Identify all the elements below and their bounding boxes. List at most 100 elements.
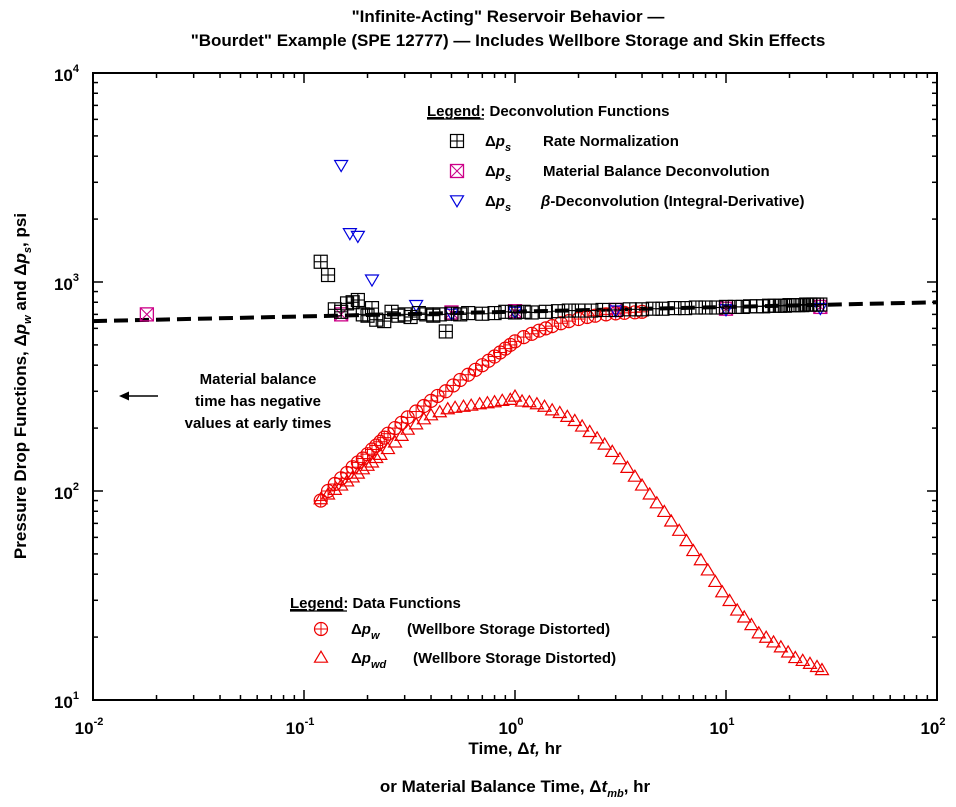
- data-point: [364, 274, 380, 288]
- data-point: [403, 309, 418, 325]
- data-point: [685, 543, 701, 557]
- data-point: [463, 397, 479, 411]
- data-point: [416, 398, 431, 414]
- data-point: [333, 159, 349, 173]
- axis-ticks: [92, 73, 937, 701]
- data-point: [700, 562, 716, 576]
- legend-marker-circle-plus: [313, 621, 329, 637]
- data-point: [377, 430, 392, 445]
- data-point: [411, 305, 426, 321]
- data-point: [634, 477, 650, 491]
- data-point: [729, 602, 745, 616]
- legend-data-heading: Legend: Data Functions: [290, 595, 461, 612]
- data-point: [461, 367, 476, 382]
- legend-deconvolution: Legend: Deconvolution Functions Δps Rate …: [427, 103, 805, 214]
- annotation-material-balance: Material balance time has negative value…: [119, 371, 331, 432]
- data-point: [339, 473, 355, 487]
- data-point: [567, 413, 583, 427]
- data-point: [574, 418, 590, 432]
- data-point: [502, 392, 518, 405]
- x-tick-label: 10-1: [286, 716, 315, 738]
- data-point: [678, 301, 693, 316]
- data-point: [608, 302, 623, 318]
- data-point: [709, 300, 724, 315]
- data-point: [604, 444, 620, 458]
- annotation-line-2: time has negative: [195, 393, 321, 410]
- data-point: [416, 411, 432, 425]
- data-point: [597, 436, 613, 450]
- legend-data-entry-1: Δpw (Wellbore Storage Distorted): [351, 621, 610, 642]
- chart-title-line-1: "Infinite-Acting" Reservoir Behavior —: [352, 7, 665, 26]
- data-point: [461, 305, 476, 321]
- legend-marker-triangle-up: [313, 649, 329, 663]
- axis-tick-labels: 10-2 10-1 100 101 102 101 102 103 104: [54, 63, 946, 738]
- data-point: [514, 393, 530, 407]
- data-point: [743, 617, 759, 631]
- data-point: [313, 254, 328, 269]
- data-point: [387, 434, 403, 448]
- data-point: [656, 504, 672, 518]
- data-point: [394, 428, 410, 441]
- data-point: [751, 625, 767, 639]
- data-point: [507, 388, 523, 402]
- data-point: [377, 314, 392, 329]
- data-point: [350, 292, 365, 308]
- data-point: [787, 650, 803, 664]
- data-point: [453, 307, 468, 322]
- data-point: [559, 409, 575, 422]
- data-point: [671, 523, 687, 536]
- data-point: [758, 630, 774, 643]
- data-point: [360, 308, 375, 323]
- data-series: [93, 159, 937, 676]
- data-point: [552, 405, 568, 419]
- data-point: [765, 634, 782, 648]
- data-point: [707, 574, 723, 588]
- chart-title-line-2: "Bourdet" Example (SPE 12777) — Includes…: [191, 31, 826, 50]
- data-point: [780, 644, 796, 658]
- data-point: [342, 228, 358, 241]
- data-point: [589, 430, 605, 444]
- x-tick-label: 100: [498, 716, 523, 738]
- data-point: [339, 465, 355, 481]
- data-point: [432, 307, 447, 322]
- data-point: [544, 402, 560, 416]
- data-point: [642, 486, 658, 500]
- y-tick-label: 103: [54, 272, 79, 294]
- x-tick-label: 101: [709, 716, 734, 738]
- data-point: [524, 326, 539, 341]
- x-axis-label-line-2: or Material Balance Time, Δtmb, hr: [380, 777, 651, 800]
- data-point: [773, 639, 789, 653]
- data-point: [693, 552, 709, 566]
- legend-marker-boxed-plus: [449, 133, 465, 149]
- data-point: [627, 468, 643, 482]
- legend-deconv-entry-3: Δps β-Deconvolution (Integral-Derivative): [485, 193, 805, 214]
- data-point: [447, 400, 463, 413]
- data-point: [516, 304, 531, 319]
- data-point: [139, 307, 155, 322]
- data-point: [678, 533, 695, 547]
- series-0: [313, 254, 828, 339]
- legend-deconv-entry-2: Δps Material Balance Deconvolution: [485, 163, 770, 184]
- series-4: [313, 388, 830, 676]
- annotation-line-3: values at early times: [185, 415, 332, 432]
- legend-data: Legend: Data Functions Δpw (Wellbore Stor…: [290, 595, 616, 671]
- data-point: [545, 319, 560, 334]
- legend-marker-triangle-down: [449, 195, 465, 209]
- data-point: [444, 306, 459, 321]
- data-point: [369, 312, 384, 327]
- data-point: [320, 486, 336, 500]
- data-point: [538, 304, 553, 319]
- data-point: [524, 305, 539, 320]
- data-point: [802, 656, 818, 669]
- data-point: [553, 316, 568, 331]
- data-point: [736, 609, 752, 623]
- data-point: [350, 230, 366, 244]
- data-point: [438, 324, 453, 339]
- data-point: [627, 305, 642, 320]
- data-point: [327, 482, 343, 496]
- y-tick-label: 101: [54, 690, 79, 712]
- x-tick-label: 102: [920, 716, 945, 738]
- data-point: [364, 301, 380, 316]
- data-point: [735, 299, 750, 315]
- data-point: [663, 513, 679, 527]
